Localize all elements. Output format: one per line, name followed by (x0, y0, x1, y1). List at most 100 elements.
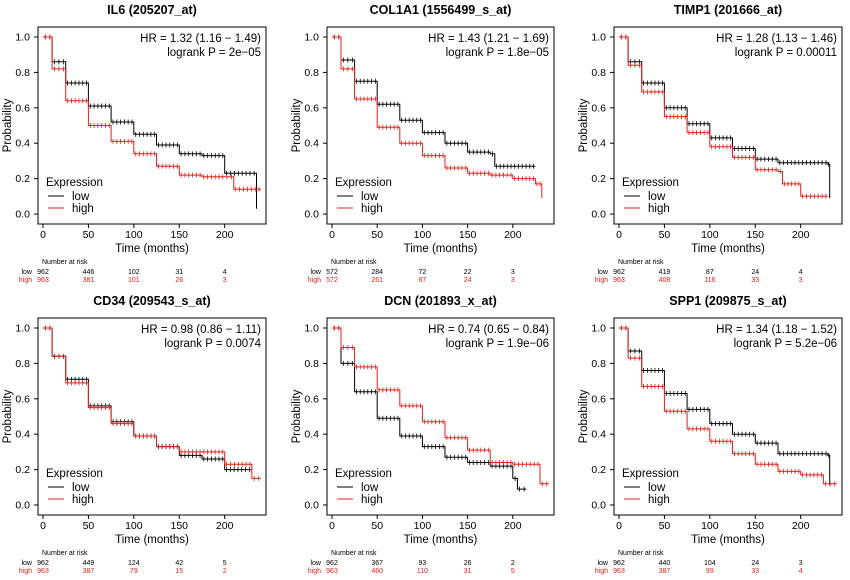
panel-title: IL6 (205207_at) (107, 3, 197, 17)
y-tick-label: 0.6 (304, 393, 319, 405)
logrank-p-text: logrank P = 2e−05 (167, 47, 261, 59)
x-tick-label: 150 (459, 229, 477, 241)
risk-row-label-high: high (595, 277, 608, 284)
x-tick-label: 50 (83, 520, 95, 532)
x-tick-label: 100 (414, 520, 432, 532)
x-tick-label: 0 (616, 520, 622, 532)
legend-title: Expression (622, 177, 679, 189)
y-axis-label: Probability (578, 98, 590, 152)
risk-count-high: 963 (37, 277, 49, 284)
risk-count-high: 4 (799, 568, 803, 575)
y-tick-label: 0.6 (591, 102, 606, 114)
y-axis-label: Probability (578, 389, 590, 443)
risk-count-low: 87 (706, 269, 714, 276)
y-tick-label: 0.6 (15, 102, 30, 114)
panel-title: SPP1 (209875_s_at) (669, 294, 786, 308)
panel-title: COL1A1 (1556499_s_at) (370, 3, 512, 17)
risk-count-high: 572 (326, 277, 338, 284)
legend-label-high: high (72, 203, 94, 215)
x-tick-label: 0 (329, 229, 335, 241)
hazard-ratio-text: HR = 0.98 (0.86 − 1.11) (141, 324, 261, 336)
y-tick-label: 0.8 (304, 358, 319, 370)
risk-count-high: 15 (175, 568, 183, 575)
x-axis-label: Time (months) (691, 534, 765, 546)
y-tick-label: 0.2 (591, 464, 606, 476)
legend-label-high: high (361, 203, 383, 215)
y-tick-label: 0.2 (15, 173, 30, 185)
risk-count-high: 2 (223, 568, 227, 575)
logrank-p-text: logrank P = 1.8e−05 (446, 47, 549, 59)
risk-count-high: 963 (37, 568, 49, 575)
y-tick-label: 0.6 (304, 102, 319, 114)
plot-frame (37, 26, 267, 225)
x-axis-label: Time (months) (115, 243, 189, 255)
y-tick-label: 0.2 (15, 464, 30, 476)
risk-count-low: 284 (371, 269, 383, 276)
risk-count-high: 3 (223, 277, 227, 284)
risk-row-label-low: low (310, 560, 321, 567)
y-tick-label: 0.0 (15, 500, 30, 512)
risk-count-low: 3 (511, 269, 515, 276)
risk-count-low: 4 (223, 269, 227, 276)
y-tick-label: 0.0 (591, 209, 606, 221)
risk-count-high: 33 (751, 568, 759, 575)
risk-count-high: 408 (659, 277, 671, 284)
y-tick-label: 0.4 (15, 138, 30, 150)
risk-table-title: Number at risk (42, 550, 88, 557)
censor-marks-low (333, 325, 525, 492)
risk-count-low: 962 (613, 269, 625, 276)
x-tick-label: 100 (125, 520, 143, 532)
y-tick-label: 0.8 (304, 67, 319, 79)
risk-count-low: 5 (223, 560, 227, 567)
risk-count-low: 22 (464, 269, 472, 276)
legend-title: Expression (46, 177, 103, 189)
risk-table-title: Number at risk (618, 259, 664, 266)
panel-title: TIMP1 (201666_at) (674, 3, 782, 17)
x-tick-label: 0 (616, 229, 622, 241)
km-curve-low (332, 36, 536, 167)
risk-count-low: 31 (175, 269, 183, 276)
risk-row-label-low: low (21, 560, 32, 567)
censor-marks-high (333, 34, 541, 187)
y-tick-label: 0.0 (304, 500, 319, 512)
risk-count-high: 33 (751, 277, 759, 284)
legend-label-low: low (361, 191, 379, 203)
x-tick-label: 50 (371, 229, 383, 241)
risk-count-high: 460 (371, 568, 383, 575)
risk-count-low: 72 (419, 269, 427, 276)
risk-count-high: 116 (704, 277, 715, 284)
censor-marks-low (620, 325, 830, 458)
logrank-p-text: logrank P = 5.2e−06 (734, 338, 837, 350)
y-tick-label: 0.6 (591, 393, 606, 405)
plot-frame (37, 317, 267, 516)
y-tick-label: 0.0 (15, 209, 30, 221)
x-tick-label: 200 (792, 520, 810, 532)
km-panel-6: SPP1 (209875_s_at) HR = 1.34 (1.18 − 1.52… (578, 294, 843, 575)
legend-label-high: high (648, 203, 670, 215)
risk-count-low: 572 (326, 269, 338, 276)
y-tick-label: 1.0 (15, 323, 30, 335)
risk-count-low: 962 (613, 560, 625, 567)
legend-label-high: high (648, 494, 670, 506)
risk-count-low: 93 (419, 560, 427, 567)
legend-label-high: high (361, 494, 383, 506)
legend-label-low: low (72, 482, 90, 494)
risk-count-high: 79 (130, 568, 138, 575)
censor-marks-high (44, 325, 260, 481)
x-tick-label: 200 (216, 229, 234, 241)
plot-frame (326, 317, 555, 516)
risk-count-high: 387 (83, 568, 95, 575)
risk-row-label-high: high (19, 277, 32, 284)
risk-row-label-high: high (19, 568, 32, 575)
y-tick-label: 1.0 (304, 32, 319, 44)
km-panel-3: TIMP1 (201666_at) HR = 1.28 (1.13 − 1.46)… (578, 3, 843, 284)
censor-marks-high (44, 34, 260, 192)
legend-label-high: high (72, 494, 94, 506)
risk-count-high: 99 (706, 568, 714, 575)
risk-count-low: 449 (83, 560, 95, 567)
legend-label-low: low (361, 482, 379, 494)
risk-count-low: 24 (751, 269, 759, 276)
x-tick-label: 150 (170, 229, 188, 241)
plot-frame (613, 317, 843, 516)
